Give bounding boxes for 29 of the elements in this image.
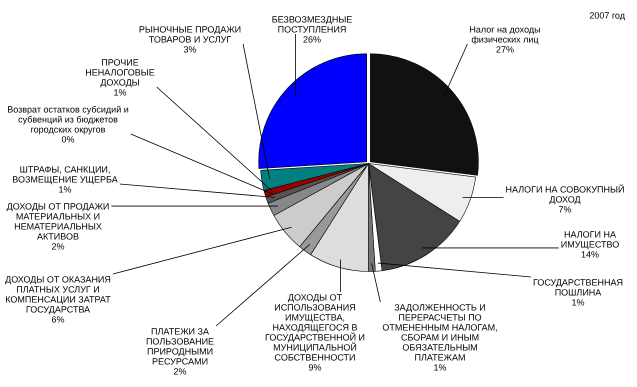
data-label: 1% <box>113 87 127 98</box>
slice-label: НАЛОГИ НА СОВОКУПНЫЙ ДОХОД <box>506 183 624 204</box>
data-label: 1% <box>58 184 72 194</box>
data-label: 1% <box>433 362 447 372</box>
slice-label: НАЛОГИ НА ИМУЩЕСТВО <box>560 229 620 250</box>
data-label: 14% <box>580 249 600 260</box>
slice-label: ШТРАФЫ, САНКЦИИ, ВОЗМЕЩЕНИЕ УЩЕРБА <box>12 164 118 184</box>
chart-title: 2007 год <box>589 10 626 20</box>
data-label: 2% <box>51 241 65 252</box>
data-label: 7% <box>558 204 572 214</box>
slice-label: Налог на доходы физических лиц <box>469 24 541 44</box>
data-label: 3% <box>183 44 197 54</box>
data-label: 27% <box>496 44 514 54</box>
slice-label: ЗАДОЛЖЕННОСТЬ И ПЕРЕРАСЧЕТЫ ПО ОТМЕНЕННЫМ НАЛОГАМ, СБОРАМ И ИНЫМ ОБЯЗАТЕЛЬНЫМ ПЛАТЕЖАМ <box>382 302 498 362</box>
data-label: 26% <box>302 34 322 44</box>
data-label: 1% <box>571 297 585 308</box>
data-label: 6% <box>51 314 65 324</box>
slice-label: ДОХОДЫ ОТ ОКАЗАНИЯ ПЛАТНЫХ УСЛУГ И КОМПЕНСАЦИИ ЗАТРАТ ГОСУДАРСТВА <box>5 274 112 314</box>
slice-label: РЫНОЧНЫЕ ПРОДАЖИ ТОВАРОВ И УСЛУГ <box>138 24 242 44</box>
slice-label: ДОХОДЫ ОТ ИСПОЛЬЗОВАНИЯ ИМУЩЕСТВА, НАХОДЯЩЕГОСЯ В ГОСУДАРСТВЕННОЙ И МУНИЦИПАЛЬНОЙ СОБСТВЕННОСТИ <box>264 292 366 362</box>
slice-label: ГОСУДАРСТВЕННАЯ ПОШЛИНА <box>532 277 624 298</box>
data-label: 9% <box>308 362 322 372</box>
data-label: 2% <box>173 366 187 376</box>
slice-label: ПЛАТЕЖИ ЗА ПОЛЬЗОВАНИЕ ПРИРОДНЫМИ РЕСУРСАМИ <box>146 326 214 366</box>
category-label: Возврат остатков субсидий и субвенций из бюджетов городских округов <box>7 104 129 134</box>
slice-label: ПРОЧИЕ НЕНАЛОГОВЫЕ ДОХОДЫ <box>85 57 155 88</box>
slice-label: ДОХОДЫ ОТ ПРОДАЖИ МАТЕРИАЛЬНЫХ И НЕМАТЕРИАЛЬНЫХ АКТИВОВ <box>6 201 110 242</box>
text: 0% <box>61 134 75 144</box>
slice-label: БЕЗВОЗМЕЗДНЫЕ ПОСТУПЛЕНИЯ <box>272 14 352 34</box>
